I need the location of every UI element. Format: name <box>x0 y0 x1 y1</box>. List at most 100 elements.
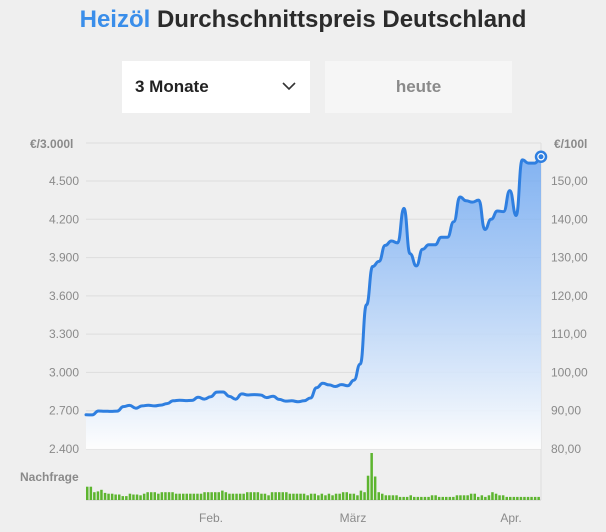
demand-bar <box>359 490 363 500</box>
demand-bar <box>153 492 156 500</box>
demand-bar <box>110 493 114 500</box>
demand-bar <box>171 492 174 500</box>
demand-bar <box>192 493 196 500</box>
right-tick-label: 100,00 <box>551 365 588 379</box>
demand-bar <box>469 493 473 500</box>
demand-bar <box>274 492 277 500</box>
demand-bar <box>338 493 341 500</box>
demand-bar <box>423 496 427 500</box>
period-select[interactable]: 3 Monate <box>122 61 310 113</box>
demand-bar <box>427 496 430 500</box>
demand-bar <box>370 453 373 500</box>
left-tick-label: 3.900 <box>49 251 79 265</box>
demand-bar <box>505 496 508 500</box>
current-price-marker-core <box>538 154 544 160</box>
demand-bar <box>270 492 274 500</box>
demand-bar <box>487 495 491 500</box>
demand-bar <box>103 492 107 500</box>
demand-bar <box>491 492 494 500</box>
demand-bar <box>89 486 93 500</box>
demand-bar <box>278 492 281 500</box>
demand-bar <box>309 493 313 500</box>
title-rest: Durchschnittspreis Deutschland <box>156 6 527 33</box>
demand-bar <box>405 496 409 500</box>
demand-bar <box>448 496 452 500</box>
right-tick-label: 150,00 <box>551 174 588 188</box>
demand-bar <box>306 495 309 500</box>
demand-bar <box>128 493 132 500</box>
demand-bar <box>484 496 487 500</box>
right-tick-label: 140,00 <box>551 212 588 226</box>
demand-bar <box>313 493 316 500</box>
demand-bar <box>494 493 498 500</box>
demand-bar <box>267 495 270 500</box>
right-tick-label: 120,00 <box>551 289 588 303</box>
demand-bar <box>150 492 153 500</box>
demand-bar <box>349 493 352 500</box>
demand-label: Nachfrage <box>20 470 79 484</box>
demand-bar <box>480 495 484 500</box>
demand-bar <box>366 475 370 500</box>
demand-bar <box>164 492 167 500</box>
demand-bar <box>437 496 441 500</box>
demand-bar <box>537 496 540 500</box>
demand-bar <box>384 495 388 500</box>
demand-bar <box>345 492 348 500</box>
left-axis-unit: €/3.000l <box>30 137 73 151</box>
demand-bar <box>96 491 100 500</box>
demand-bar <box>381 493 384 500</box>
left-tick-label: 4.500 <box>49 174 79 188</box>
demand-bar <box>107 493 110 500</box>
demand-bar <box>182 493 185 500</box>
demand-bar <box>295 493 299 500</box>
demand-bar <box>214 492 217 500</box>
right-tick-label: 130,00 <box>551 251 588 265</box>
demand-bar <box>132 494 135 500</box>
demand-bar <box>455 495 459 500</box>
price-line <box>84 155 543 417</box>
demand-bar <box>352 493 356 500</box>
demand-bar <box>135 494 139 500</box>
demand-bar <box>263 493 267 500</box>
demand-bar <box>441 496 444 500</box>
demand-bar <box>341 492 345 500</box>
x-tick-label: März <box>340 511 367 525</box>
chevron-down-icon <box>282 82 296 91</box>
date-button[interactable]: heute <box>325 61 512 113</box>
demand-bar <box>466 495 469 500</box>
demand-bar <box>516 496 519 500</box>
demand-bar <box>196 493 199 500</box>
demand-bar <box>530 496 533 500</box>
demand-bar <box>217 492 220 500</box>
demand-bar <box>473 493 476 500</box>
demand-bar <box>260 493 263 500</box>
period-select-label: 3 Monate <box>135 77 209 96</box>
left-tick-label: 3.600 <box>49 289 79 303</box>
demand-bar <box>121 496 124 500</box>
left-tick-label: 2.400 <box>49 442 79 456</box>
demand-bar <box>302 493 306 500</box>
right-tick-label: 110,00 <box>551 327 587 341</box>
demand-bar <box>139 495 142 500</box>
demand-bar <box>235 493 238 500</box>
demand-bar <box>224 492 228 500</box>
demand-bar <box>118 494 121 500</box>
demand-bar <box>519 496 523 500</box>
demand-bar <box>526 496 530 500</box>
demand-bar <box>228 493 231 500</box>
demand-bar <box>477 496 480 500</box>
demand-bar <box>430 495 434 500</box>
demand-bar <box>189 493 192 500</box>
demand-bar <box>285 492 288 500</box>
demand-bar <box>402 496 405 500</box>
demand-bar <box>356 495 359 500</box>
demand-bar <box>334 493 338 500</box>
demand-bar <box>142 493 146 500</box>
demand-bar <box>242 493 245 500</box>
demand-bar <box>86 486 89 500</box>
demand-bar <box>100 489 103 500</box>
demand-bar <box>377 492 380 500</box>
demand-bar <box>317 495 320 500</box>
demand-bar <box>331 495 334 500</box>
